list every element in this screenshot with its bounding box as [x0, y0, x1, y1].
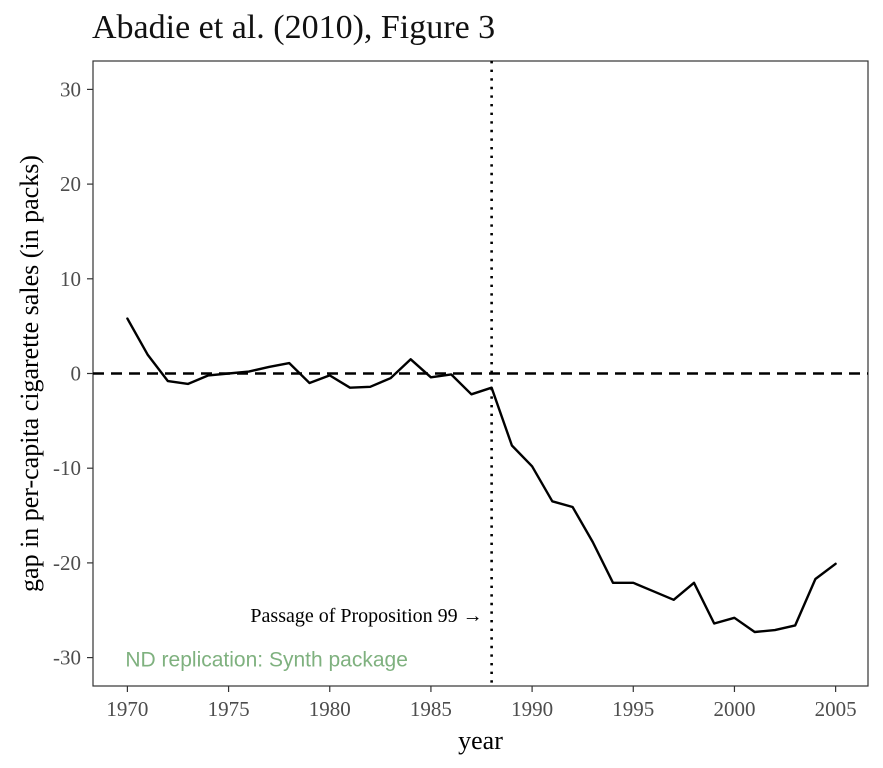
- gap-series-line: [126, 317, 837, 634]
- proposition-99-annotation: Passage of Proposition 99 →: [250, 605, 482, 627]
- y-tick-label: 10: [60, 267, 81, 291]
- x-tick-label: 1975: [208, 697, 250, 721]
- x-axis-label: year: [458, 726, 503, 755]
- chart-title: Abadie et al. (2010), Figure 3: [92, 9, 495, 46]
- x-tick-label: 1990: [511, 697, 553, 721]
- y-tick-label: 30: [60, 77, 81, 101]
- x-tick-label: 1980: [309, 697, 351, 721]
- x-tick-label: 1985: [410, 697, 452, 721]
- x-tick-label: 2000: [713, 697, 755, 721]
- y-tick-label: -20: [53, 551, 81, 575]
- x-axis: 1970 1975 1980 1985 1990 1995 2000 2005: [106, 686, 857, 721]
- y-tick-label: -30: [53, 646, 81, 670]
- y-axis: -30 -20 -10 0 10 20 30: [53, 77, 93, 670]
- y-axis-label: gap in per-capita cigarette sales (in pa…: [15, 155, 44, 592]
- x-tick-label: 1995: [612, 697, 654, 721]
- reference-lines: [93, 61, 868, 686]
- replication-note: ND replication: Synth package: [125, 648, 408, 671]
- y-tick-label: 20: [60, 172, 81, 196]
- y-tick-label: -10: [53, 456, 81, 480]
- x-tick-label: 1970: [106, 697, 148, 721]
- y-tick-label: 0: [71, 362, 82, 386]
- annotations: Passage of Proposition 99 → ND replicatio…: [125, 605, 482, 672]
- series-layer: [126, 317, 837, 634]
- x-tick-label: 2005: [815, 697, 857, 721]
